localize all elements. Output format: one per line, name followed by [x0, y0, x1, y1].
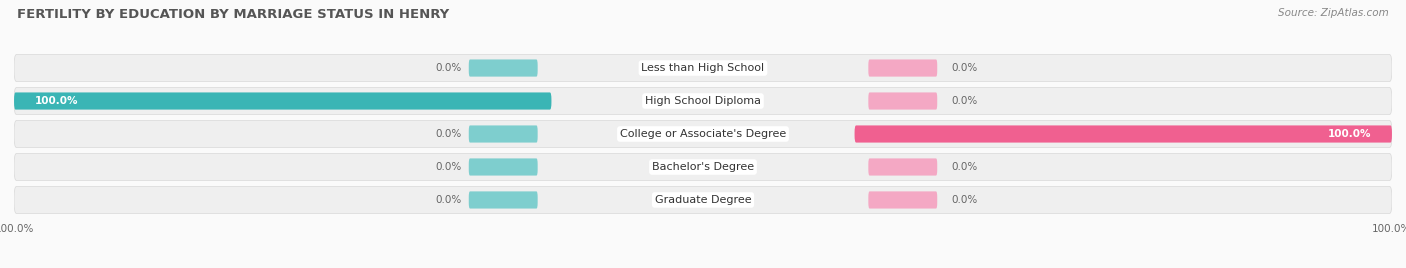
- Text: 0.0%: 0.0%: [436, 195, 461, 205]
- FancyBboxPatch shape: [14, 154, 1392, 181]
- Text: 0.0%: 0.0%: [436, 162, 461, 172]
- FancyBboxPatch shape: [14, 87, 1392, 114]
- Text: High School Diploma: High School Diploma: [645, 96, 761, 106]
- FancyBboxPatch shape: [869, 158, 938, 176]
- Text: Source: ZipAtlas.com: Source: ZipAtlas.com: [1278, 8, 1389, 18]
- Text: 0.0%: 0.0%: [436, 129, 461, 139]
- Text: 0.0%: 0.0%: [950, 96, 977, 106]
- Text: 0.0%: 0.0%: [950, 63, 977, 73]
- FancyBboxPatch shape: [14, 121, 1392, 147]
- FancyBboxPatch shape: [14, 92, 551, 110]
- Text: Less than High School: Less than High School: [641, 63, 765, 73]
- FancyBboxPatch shape: [14, 187, 1392, 214]
- Text: FERTILITY BY EDUCATION BY MARRIAGE STATUS IN HENRY: FERTILITY BY EDUCATION BY MARRIAGE STATU…: [17, 8, 449, 21]
- FancyBboxPatch shape: [468, 125, 537, 143]
- Text: 100.0%: 100.0%: [1327, 129, 1371, 139]
- Text: College or Associate's Degree: College or Associate's Degree: [620, 129, 786, 139]
- Text: 100.0%: 100.0%: [35, 96, 79, 106]
- FancyBboxPatch shape: [468, 158, 537, 176]
- Text: Graduate Degree: Graduate Degree: [655, 195, 751, 205]
- FancyBboxPatch shape: [468, 191, 537, 209]
- FancyBboxPatch shape: [869, 59, 938, 77]
- FancyBboxPatch shape: [14, 54, 1392, 81]
- Text: Bachelor's Degree: Bachelor's Degree: [652, 162, 754, 172]
- FancyBboxPatch shape: [468, 59, 537, 77]
- FancyBboxPatch shape: [869, 92, 938, 110]
- Text: 0.0%: 0.0%: [950, 195, 977, 205]
- Text: 0.0%: 0.0%: [436, 63, 461, 73]
- Text: 0.0%: 0.0%: [950, 162, 977, 172]
- FancyBboxPatch shape: [855, 125, 1392, 143]
- FancyBboxPatch shape: [869, 191, 938, 209]
